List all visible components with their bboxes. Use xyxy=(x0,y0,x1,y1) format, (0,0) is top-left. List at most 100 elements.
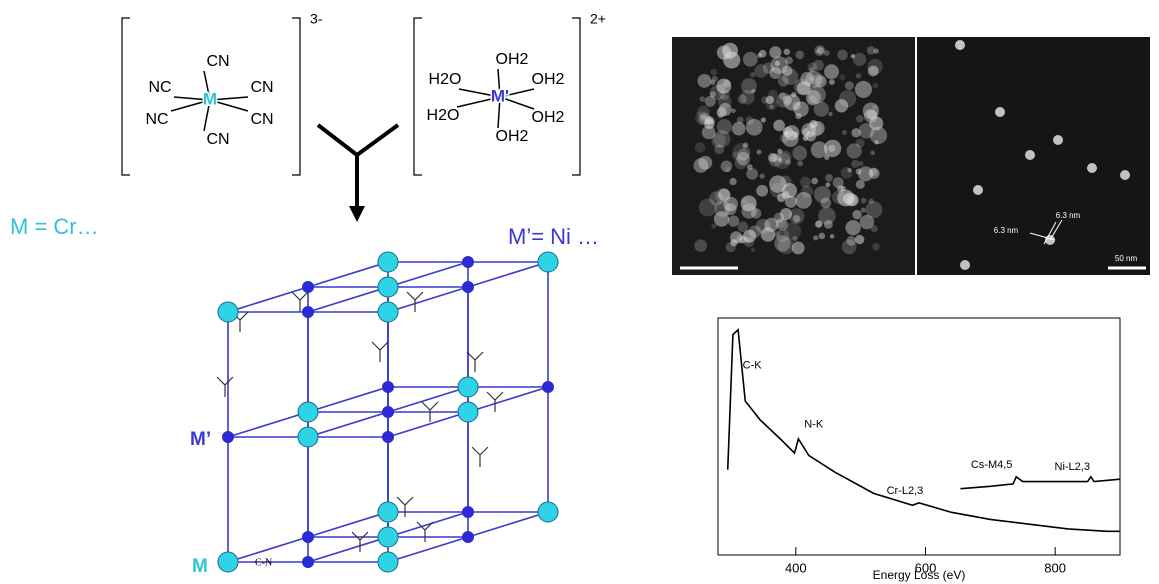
blob xyxy=(756,150,761,155)
lattice-edge xyxy=(388,512,468,537)
blob xyxy=(695,142,705,152)
metal-center: M xyxy=(203,89,217,108)
water xyxy=(352,532,368,552)
blob xyxy=(784,94,800,110)
annotation: C-K xyxy=(743,359,763,371)
blob xyxy=(744,237,754,247)
blob xyxy=(797,161,803,167)
metal2-node xyxy=(302,531,314,543)
blob xyxy=(851,160,859,168)
lattice-edge xyxy=(388,262,468,287)
blob xyxy=(776,229,789,242)
metal-label: M = Cr… xyxy=(10,214,99,239)
metal2-node xyxy=(462,256,474,268)
blob xyxy=(742,198,747,203)
lattice xyxy=(217,252,558,572)
size-label: 6.3 nm xyxy=(1056,211,1081,220)
blob xyxy=(733,143,751,161)
particle xyxy=(995,107,1005,117)
blob xyxy=(728,215,739,226)
blob xyxy=(750,72,756,78)
metal2-node xyxy=(542,381,554,393)
blob xyxy=(751,248,755,252)
blob xyxy=(852,210,861,219)
metal2-node xyxy=(222,431,234,443)
lattice-edge xyxy=(228,287,308,312)
blob xyxy=(825,182,830,187)
blob xyxy=(773,120,785,132)
blob xyxy=(780,208,792,220)
blob xyxy=(694,239,707,252)
blob xyxy=(813,235,818,240)
blob xyxy=(756,219,770,233)
lattice-edge xyxy=(468,512,548,537)
ligand: CN xyxy=(206,131,229,148)
blob xyxy=(697,74,711,88)
ligand: OH2 xyxy=(496,51,529,68)
particle xyxy=(1120,170,1130,180)
blob xyxy=(819,233,826,240)
blob xyxy=(839,74,845,80)
blob xyxy=(847,168,851,172)
metal-node xyxy=(378,527,398,547)
lattice-edge xyxy=(388,287,468,312)
blob xyxy=(792,146,807,161)
water xyxy=(467,352,483,372)
spectrum-line xyxy=(728,330,1120,531)
blob xyxy=(746,119,763,136)
blob xyxy=(737,117,744,124)
blob xyxy=(845,220,860,235)
blob xyxy=(761,117,766,122)
blob xyxy=(717,119,732,134)
blob xyxy=(801,185,813,197)
metal2-node xyxy=(462,281,474,293)
lattice-edge xyxy=(308,287,388,312)
blob xyxy=(741,203,756,218)
blob xyxy=(782,191,790,199)
x-axis-label: Energy Loss (eV) xyxy=(873,568,966,582)
metal2-node xyxy=(302,556,314,568)
lattice-edge xyxy=(468,262,548,287)
blob xyxy=(873,83,879,89)
lattice-edge xyxy=(308,412,388,437)
water xyxy=(217,377,233,397)
blob xyxy=(793,215,801,223)
blob xyxy=(806,121,822,137)
blob xyxy=(814,45,825,56)
blob xyxy=(759,173,764,178)
blob xyxy=(766,98,778,110)
blob xyxy=(869,168,880,179)
x-tick-label: 400 xyxy=(785,560,807,575)
metal2-node xyxy=(382,406,394,418)
ligand: CN xyxy=(250,79,273,96)
annotation: Cr-L2,3 xyxy=(887,485,924,497)
blob xyxy=(701,115,707,121)
water xyxy=(372,342,388,362)
metal-node xyxy=(378,302,398,322)
scale-label: 50 nm xyxy=(1115,254,1138,263)
ligand: H2O xyxy=(429,71,462,88)
metal2-node xyxy=(462,506,474,518)
lattice-edge xyxy=(308,262,388,287)
blob xyxy=(775,61,780,66)
metal-center: M' xyxy=(491,86,509,105)
blob xyxy=(824,140,841,157)
blob xyxy=(853,53,866,66)
blob xyxy=(732,122,746,136)
blob xyxy=(872,104,878,110)
blob xyxy=(856,169,862,175)
metal-node xyxy=(378,252,398,272)
particle xyxy=(955,40,965,50)
water xyxy=(397,497,413,517)
charge: 3- xyxy=(310,11,323,27)
size-label: 6.3 nm xyxy=(994,226,1019,235)
ligand: OH2 xyxy=(532,109,565,126)
blob xyxy=(828,112,832,116)
metal-node xyxy=(218,552,238,572)
lattice-edge xyxy=(308,537,388,562)
blob xyxy=(846,236,856,246)
blob xyxy=(725,167,730,172)
blob xyxy=(865,201,882,218)
blob xyxy=(845,81,854,90)
